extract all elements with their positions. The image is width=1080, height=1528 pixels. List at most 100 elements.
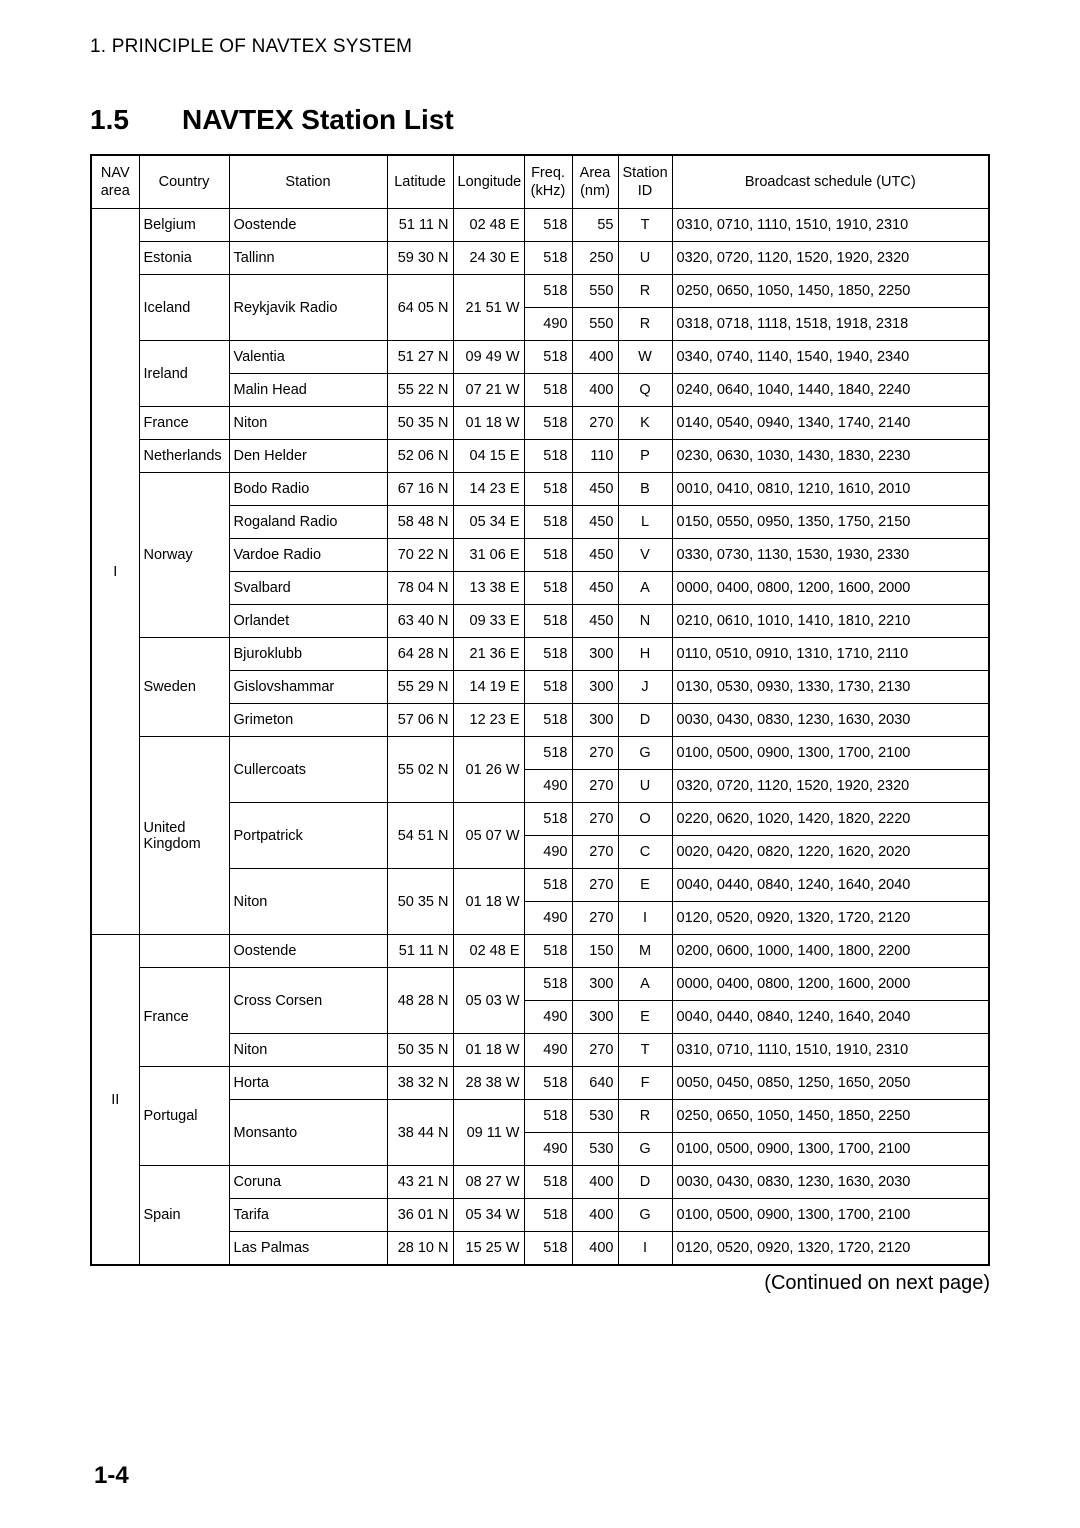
cell-lat: 54 51 N [387,803,453,869]
cell-sched: 0318, 0718, 1118, 1518, 1918, 2318 [672,308,989,341]
column-header-station: Station [229,155,387,209]
cell-lon: 14 19 E [453,671,524,704]
cell-sched: 0100, 0500, 0900, 1300, 1700, 2100 [672,737,989,770]
table-row: EstoniaTallinn59 30 N24 30 E518250U0320,… [91,242,989,275]
cell-station: Oostende [229,209,387,242]
cell-sched: 0240, 0640, 1040, 1440, 1840, 2240 [672,374,989,407]
cell-freq: 518 [524,605,572,638]
cell-lon: 09 33 E [453,605,524,638]
cell-sid: V [618,539,672,572]
cell-sid: A [618,572,672,605]
cell-station: Grimeton [229,704,387,737]
cell-lat: 50 35 N [387,1034,453,1067]
cell-sid: F [618,1067,672,1100]
cell-sid: L [618,506,672,539]
cell-sid: Q [618,374,672,407]
cell-freq: 518 [524,440,572,473]
cell-lon: 05 34 W [453,1199,524,1232]
cell-area: 450 [572,605,618,638]
cell-station: Den Helder [229,440,387,473]
column-header-area: Area(nm) [572,155,618,209]
cell-lon: 02 48 E [453,935,524,968]
cell-sid: K [618,407,672,440]
cell-lon: 21 36 E [453,638,524,671]
cell-lat: 64 28 N [387,638,453,671]
cell-lon: 14 23 E [453,473,524,506]
cell-freq: 518 [524,572,572,605]
cell-lat: 55 02 N [387,737,453,803]
cell-area: 400 [572,341,618,374]
table-row: SpainCoruna43 21 N08 27 W518400D0030, 04… [91,1166,989,1199]
cell-freq: 518 [524,374,572,407]
column-header-lat: Latitude [387,155,453,209]
table-row: IrelandValentia51 27 N09 49 W518400W0340… [91,341,989,374]
cell-sched: 0000, 0400, 0800, 1200, 1600, 2000 [672,968,989,1001]
cell-lon: 24 30 E [453,242,524,275]
cell-sid: J [618,671,672,704]
cell-station: Niton [229,1034,387,1067]
cell-lat: 67 16 N [387,473,453,506]
cell-area: 640 [572,1067,618,1100]
cell-lat: 38 32 N [387,1067,453,1100]
cell-sid: N [618,605,672,638]
cell-sched: 0020, 0420, 0820, 1220, 1620, 2020 [672,836,989,869]
cell-country: Belgium [139,209,229,242]
cell-lon: 05 07 W [453,803,524,869]
cell-sid: T [618,209,672,242]
table-row: SwedenBjuroklubb64 28 N21 36 E518300H011… [91,638,989,671]
cell-country: Ireland [139,341,229,407]
cell-station: Coruna [229,1166,387,1199]
cell-sid: T [618,1034,672,1067]
cell-area: 300 [572,968,618,1001]
cell-sched: 0100, 0500, 0900, 1300, 1700, 2100 [672,1133,989,1166]
cell-area: 400 [572,1232,618,1266]
cell-area: 550 [572,275,618,308]
cell-freq: 490 [524,1034,572,1067]
cell-freq: 518 [524,341,572,374]
cell-area: 530 [572,1100,618,1133]
cell-country: Portugal [139,1067,229,1166]
cell-freq: 518 [524,869,572,902]
cell-freq: 518 [524,935,572,968]
cell-lat: 50 35 N [387,869,453,935]
cell-area: 270 [572,803,618,836]
cell-sid: U [618,242,672,275]
cell-sid: W [618,341,672,374]
cell-country: Netherlands [139,440,229,473]
cell-sid: R [618,308,672,341]
cell-sched: 0230, 0630, 1030, 1430, 1830, 2230 [672,440,989,473]
table-row: NetherlandsDen Helder52 06 N04 15 E51811… [91,440,989,473]
cell-area: 250 [572,242,618,275]
section-number: 1.5 [90,104,182,136]
cell-lon: 01 18 W [453,869,524,935]
cell-sid: P [618,440,672,473]
cell-station: Bjuroklubb [229,638,387,671]
cell-country: France [139,407,229,440]
cell-sched: 0030, 0430, 0830, 1230, 1630, 2030 [672,1166,989,1199]
cell-area: 270 [572,1034,618,1067]
cell-station: Reykjavik Radio [229,275,387,341]
cell-area: 270 [572,770,618,803]
table-body: IBelgiumOostende51 11 N02 48 E51855T0310… [91,209,989,1266]
cell-area: 400 [572,374,618,407]
cell-area: 300 [572,1001,618,1034]
cell-lon: 05 34 E [453,506,524,539]
cell-sid: R [618,1100,672,1133]
cell-area: 550 [572,308,618,341]
cell-area: 270 [572,737,618,770]
cell-sched: 0330, 0730, 1130, 1530, 1930, 2330 [672,539,989,572]
cell-lon: 31 06 E [453,539,524,572]
cell-lon: 08 27 W [453,1166,524,1199]
cell-country: Sweden [139,638,229,737]
cell-freq: 518 [524,671,572,704]
cell-lon: 01 26 W [453,737,524,803]
chapter-header: 1. PRINCIPLE OF NAVTEX SYSTEM [90,36,990,58]
column-header-country: Country [139,155,229,209]
cell-lat: 48 28 N [387,968,453,1034]
column-header-sid: StationID [618,155,672,209]
page-number: 1-4 [94,1462,129,1490]
cell-area: 150 [572,935,618,968]
navtex-station-table: NAVareaCountryStationLatitudeLongitudeFr… [90,154,990,1266]
cell-freq: 518 [524,407,572,440]
cell-lon: 12 23 E [453,704,524,737]
